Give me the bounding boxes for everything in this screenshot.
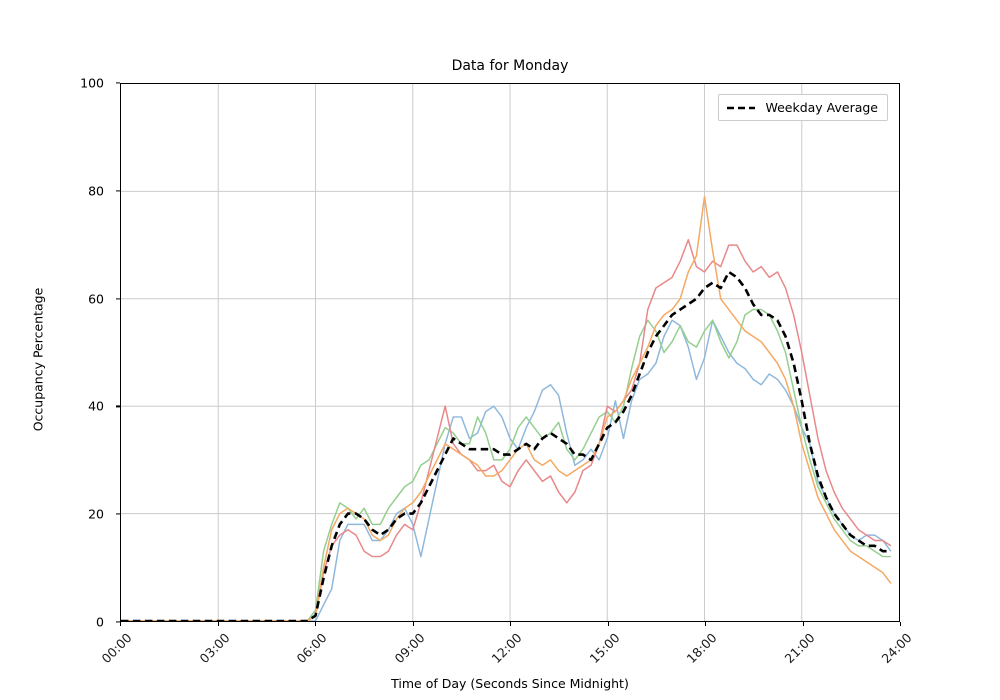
y-tick-label: 20 <box>88 506 104 522</box>
y-tick-mark <box>116 621 120 623</box>
y-tick-label: 60 <box>88 291 104 307</box>
y-tick-mark <box>116 82 120 84</box>
y-tick-label: 0 <box>96 614 104 630</box>
x-tick-mark <box>217 622 219 626</box>
x-tick-label: 03:00 <box>196 630 233 667</box>
x-tick-label: 09:00 <box>391 630 428 667</box>
x-tick-mark <box>315 622 317 626</box>
x-tick-mark <box>120 622 122 626</box>
x-tick-mark <box>412 622 414 626</box>
series-line <box>121 238 892 621</box>
series-line <box>121 196 892 621</box>
y-tick-mark <box>116 405 120 407</box>
x-tick-label: 06:00 <box>293 630 330 667</box>
x-tick-label: 18:00 <box>683 630 720 667</box>
x-tick-mark <box>607 622 609 626</box>
y-tick-label: 100 <box>80 75 104 91</box>
y-tick-mark <box>116 190 120 192</box>
legend-dashed-line-icon <box>727 106 756 109</box>
chart-legend[interactable]: Weekday Average <box>718 94 888 121</box>
y-tick-mark <box>116 298 120 300</box>
chart-title: Data for Monday <box>451 58 569 74</box>
grid-lines <box>121 84 899 621</box>
x-tick-mark <box>705 622 707 626</box>
y-tick-mark <box>116 513 120 515</box>
x-axis-label: Time of Day (Seconds Since Midnight) <box>391 676 629 691</box>
x-tick-label: 00:00 <box>98 630 135 667</box>
series-line <box>121 319 892 621</box>
x-tick-label: 21:00 <box>781 630 818 667</box>
legend-item-label: Weekday Average <box>765 100 878 115</box>
y-axis-label: Occupancy Percentage <box>30 287 46 432</box>
series-line <box>121 270 891 621</box>
x-tick-mark <box>900 622 902 626</box>
x-tick-mark <box>802 622 804 626</box>
x-tick-label: 15:00 <box>586 630 623 667</box>
series-lines <box>121 196 892 621</box>
x-tick-label: 12:00 <box>488 630 525 667</box>
x-tick-mark <box>510 622 512 626</box>
x-tick-label: 24:00 <box>878 630 915 667</box>
y-tick-label: 80 <box>88 183 104 199</box>
y-tick-label: 40 <box>88 398 104 414</box>
plot-area: Weekday Average <box>120 83 900 622</box>
